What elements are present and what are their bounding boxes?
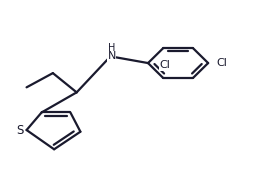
Text: Cl: Cl [159,60,170,70]
Text: S: S [17,124,24,136]
Text: H: H [108,43,115,53]
Text: N: N [108,51,116,61]
Text: Cl: Cl [217,58,227,68]
